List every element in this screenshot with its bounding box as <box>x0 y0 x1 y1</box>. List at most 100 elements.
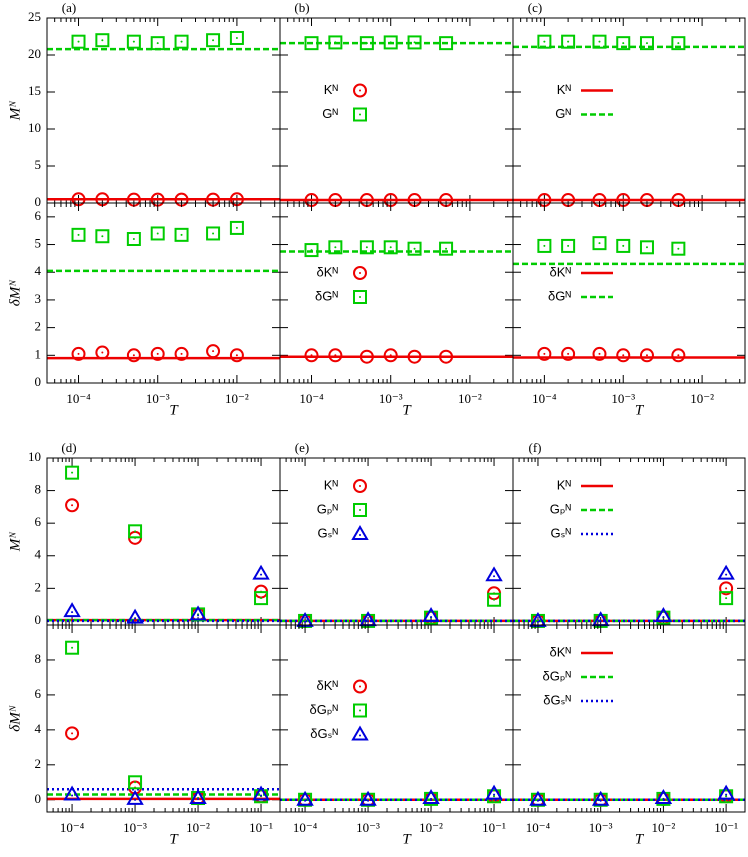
marker <box>328 240 343 255</box>
legend-label: Kᴺ <box>557 82 572 97</box>
y-tick-label: 20 <box>28 46 41 61</box>
legend-marker <box>353 107 367 122</box>
x-tick-label: 10⁻¹ <box>482 820 506 835</box>
marker <box>671 348 686 363</box>
marker <box>304 348 319 363</box>
marker <box>252 785 270 801</box>
y-tick-label: 0 <box>35 194 42 209</box>
marker <box>639 36 654 51</box>
marker <box>383 348 398 363</box>
marker <box>63 785 81 801</box>
marker <box>252 564 270 580</box>
marker <box>65 465 80 480</box>
x-tick-label: 10⁻² <box>690 391 714 406</box>
y-tick-label: 2 <box>35 756 42 771</box>
legend-marker <box>353 83 367 98</box>
x-axis-label: T <box>402 402 412 418</box>
marker <box>654 789 673 805</box>
legend-label: δGₚᴺ <box>542 668 571 683</box>
legend-label: Kᴺ <box>324 82 339 97</box>
panel-label: (f) <box>529 440 542 455</box>
y-axis-label: Mᴺ <box>7 100 23 121</box>
x-tick-label: 10⁻³ <box>379 391 403 406</box>
marker <box>206 226 221 241</box>
marker <box>229 348 244 363</box>
marker <box>71 227 86 242</box>
x-tick-label: 10⁻⁴ <box>532 391 557 406</box>
y-tick-label: 15 <box>28 83 41 98</box>
x-tick-label: 10⁻⁴ <box>299 391 324 406</box>
marker <box>616 238 631 253</box>
marker <box>439 36 454 51</box>
marker <box>150 226 165 241</box>
marker <box>229 220 244 235</box>
panel-label: (a) <box>62 0 76 15</box>
x-axis-label: T <box>635 831 645 847</box>
marker <box>485 784 503 800</box>
marker <box>126 34 141 49</box>
marker <box>126 232 141 246</box>
legend-marker <box>351 525 369 540</box>
legend-label: δKᴺ <box>317 678 339 693</box>
y-tick-label: 6 <box>35 686 42 701</box>
marker <box>717 784 735 800</box>
y-tick-label: 8 <box>35 651 42 666</box>
marker <box>407 35 422 50</box>
x-axis-label: T <box>169 402 179 418</box>
legend-marker <box>351 725 369 741</box>
x-tick-label: 10⁻⁴ <box>293 820 318 835</box>
marker <box>422 789 440 805</box>
x-tick-label: 10⁻⁴ <box>60 820 85 835</box>
marker <box>654 607 673 623</box>
x-tick-label: 10⁻² <box>186 820 210 835</box>
y-tick-label: 8 <box>35 482 42 497</box>
legend-label: Gₚᴺ <box>317 501 339 516</box>
panel-label: (b) <box>294 0 309 15</box>
marker <box>717 564 735 580</box>
plot-frame <box>512 202 746 384</box>
marker <box>561 346 576 361</box>
y-tick-label: 5 <box>35 157 42 172</box>
marker <box>592 346 607 361</box>
plot-frame <box>512 624 746 813</box>
x-axis-label: T <box>402 831 412 847</box>
marker <box>189 605 207 621</box>
legend-label: δKᴺ <box>550 644 572 659</box>
marker <box>65 640 80 655</box>
marker <box>65 726 80 741</box>
y-tick-label: 2 <box>35 319 42 334</box>
marker <box>229 30 244 45</box>
legend-marker <box>353 479 367 493</box>
marker <box>439 241 454 256</box>
x-tick-label: 10⁻³ <box>146 391 170 406</box>
x-tick-label: 10⁻³ <box>356 820 380 835</box>
legend-label: Gₛᴺ <box>317 525 338 540</box>
legend-label: δGₛᴺ <box>543 692 571 707</box>
marker <box>304 36 319 51</box>
legend-marker <box>353 290 367 304</box>
legend-label: Gₚᴺ <box>550 501 572 516</box>
marker <box>561 34 576 49</box>
y-tick-label: 6 <box>35 514 42 529</box>
marker <box>174 227 189 242</box>
y-tick-label: 0 <box>35 612 42 627</box>
marker <box>422 607 440 623</box>
marker <box>639 348 654 363</box>
marker <box>126 789 144 805</box>
x-tick-label: 10⁻² <box>419 820 443 835</box>
x-tick-label: 10⁻¹ <box>249 820 273 835</box>
legend-label: Kᴺ <box>557 477 572 492</box>
x-tick-label: 10⁻⁴ <box>66 391 91 406</box>
y-tick-label: 5 <box>35 236 42 251</box>
y-tick-label: 4 <box>35 263 42 278</box>
legend-label: Gᴺ <box>555 106 571 121</box>
y-tick-label: 4 <box>35 547 42 562</box>
marker <box>383 35 398 50</box>
marker <box>95 345 110 360</box>
marker <box>174 34 189 49</box>
panel-label: (e) <box>295 440 309 455</box>
x-tick-label: 10⁻² <box>225 391 249 406</box>
legend-label: δGᴺ <box>315 288 338 303</box>
marker <box>359 240 374 255</box>
